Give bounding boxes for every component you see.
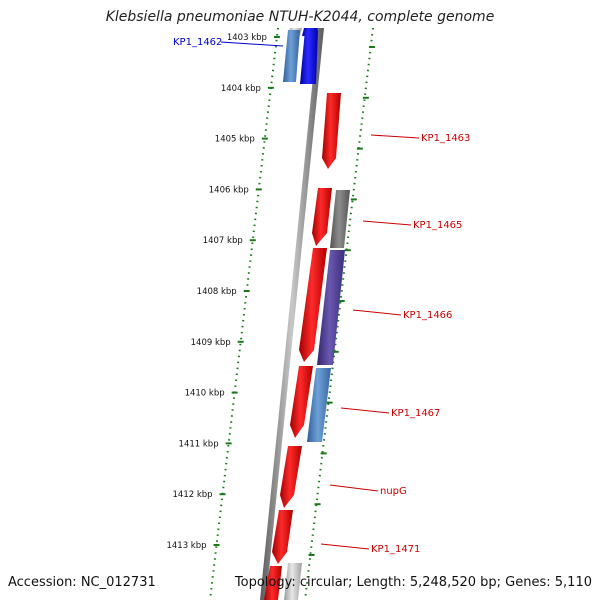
gene-feature-kp1-1463 [322, 93, 341, 169]
leader-line-kp1-1465 [362, 220, 412, 226]
inner-dotted-ring [209, 27, 279, 600]
ruler-tick-label: 1405 kbp [215, 135, 255, 145]
ruler-tick-label: 1404 kbp [221, 84, 261, 94]
gene-feature-kp1-1462-blue [300, 30, 318, 84]
gene-feature-kp1-1466-purple [317, 250, 345, 365]
accession-text: Accession: NC_012731 [8, 575, 156, 590]
gene-feature-kp1-1465-gray [330, 190, 350, 248]
gene-label-kp1-1465[interactable]: KP1_1465 [413, 220, 462, 231]
ruler-tick-label: 1403 kbp [227, 33, 267, 43]
gene-label-kp1-1466[interactable]: KP1_1466 [403, 310, 452, 321]
gene-feature-kp1-1462-steel [283, 30, 300, 82]
genome-summary-text: Topology: circular; Length: 5,248,520 bp… [234, 575, 592, 590]
gene-feature-kp1-1466-red [299, 248, 327, 362]
ruler-tick-label: 1411 kbp [179, 439, 219, 449]
gene-label-nupg[interactable]: nupG [380, 486, 407, 497]
page-title: Klebsiella pneumoniae NTUH-K2044, comple… [105, 9, 495, 25]
gene-feature-bottom-red [264, 566, 282, 600]
leader-line-kp1-1466 [352, 309, 402, 316]
leader-line-kp1-1462 [220, 41, 284, 47]
ruler-tick-label: 1408 kbp [197, 287, 237, 297]
gene-label-kp1-1467[interactable]: KP1_1467 [391, 408, 440, 419]
gene-feature-bottom-silver [284, 563, 302, 600]
genome-backbone [260, 28, 324, 600]
leader-line-kp1-1463 [370, 134, 420, 139]
gene-feature-nupg [280, 446, 302, 508]
gene-feature-kp1-1465-red [312, 188, 332, 246]
leader-line-kp1-1467 [340, 407, 390, 414]
gene-feature-kp1-1467-red [290, 366, 313, 438]
ruler-tick-label: 1412 kbp [173, 490, 213, 500]
gene-label-kp1-1471[interactable]: KP1_1471 [371, 544, 420, 555]
ruler-tick-label: 1407 kbp [203, 236, 243, 246]
gene-label-kp1-1462[interactable]: KP1_1462 [173, 37, 222, 48]
ruler-tick-label: 1409 kbp [191, 338, 231, 348]
leader-line-kp1-1471 [320, 543, 370, 550]
ruler-tick-label: 1410 kbp [185, 389, 225, 399]
ruler-tick-label: 1406 kbp [209, 185, 249, 195]
gene-feature-kp1-1471 [272, 510, 293, 564]
gene-feature-kp1-1467-steel [307, 368, 331, 442]
ruler-tick-label: 1413 kbp [166, 541, 206, 551]
leader-line-nupg [329, 484, 379, 492]
gene-label-kp1-1463[interactable]: KP1_1463 [421, 133, 470, 144]
